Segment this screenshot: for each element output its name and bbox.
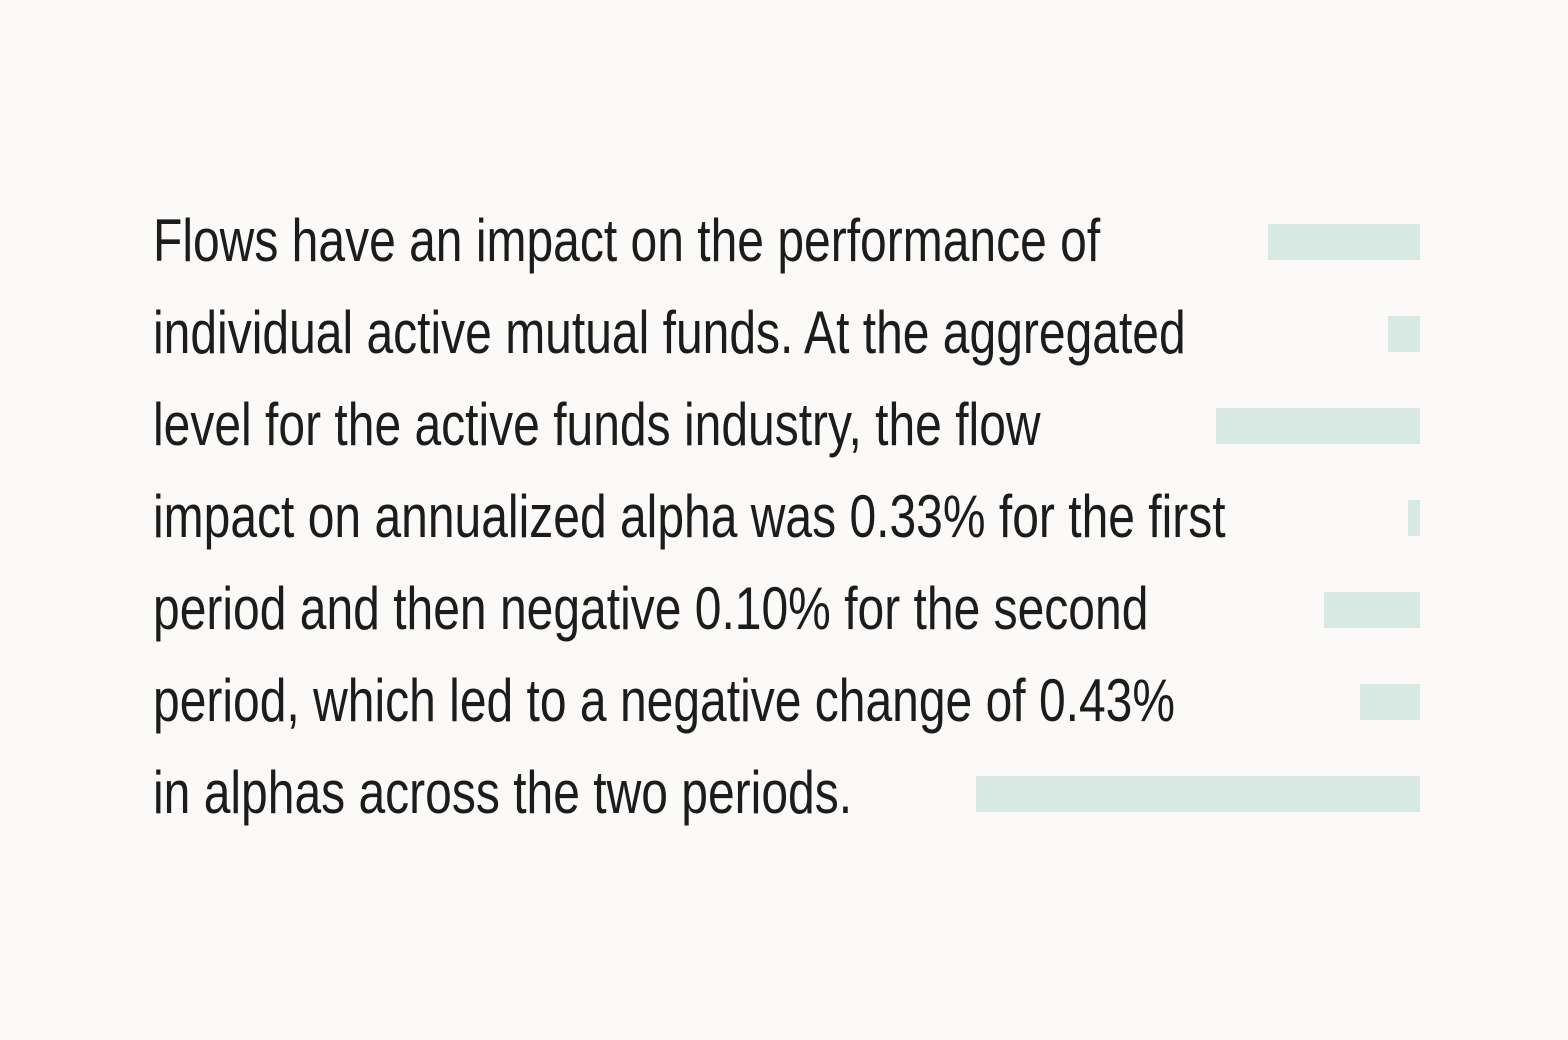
- text-line-content: in alphas across the two periods.: [153, 758, 853, 826]
- line-end-filler: [976, 776, 1420, 812]
- text-line-content: period and then negative 0.10% for the s…: [153, 574, 1149, 642]
- text-line: level for the active funds industry, the…: [153, 378, 1262, 470]
- text-line: in alphas across the two periods.: [153, 746, 1027, 838]
- text-line: Flows have an impact on the performance …: [153, 194, 1337, 286]
- text-line-content: Flows have an impact on the performance …: [153, 206, 1101, 274]
- text-line-content: impact on annualized alpha was 0.33% for…: [153, 482, 1226, 550]
- text-line: period, which led to a negative change o…: [153, 654, 1431, 746]
- line-end-filler: [1388, 316, 1420, 352]
- line-end-filler: [1268, 224, 1420, 260]
- text-line: individual active mutual funds. At the a…: [153, 286, 1444, 378]
- line-end-filler: [1216, 408, 1420, 444]
- line-end-filler: [1360, 684, 1420, 720]
- text-line-content: individual active mutual funds. At the a…: [153, 298, 1186, 366]
- text-line-content: level for the active funds industry, the…: [153, 390, 1041, 458]
- text-line: impact on annualized alpha was 0.33% for…: [153, 470, 1494, 562]
- line-end-filler: [1324, 592, 1420, 628]
- line-end-filler: [1408, 500, 1420, 536]
- text-line-content: period, which led to a negative change o…: [153, 666, 1176, 734]
- text-line: period and then negative 0.10% for the s…: [153, 562, 1397, 654]
